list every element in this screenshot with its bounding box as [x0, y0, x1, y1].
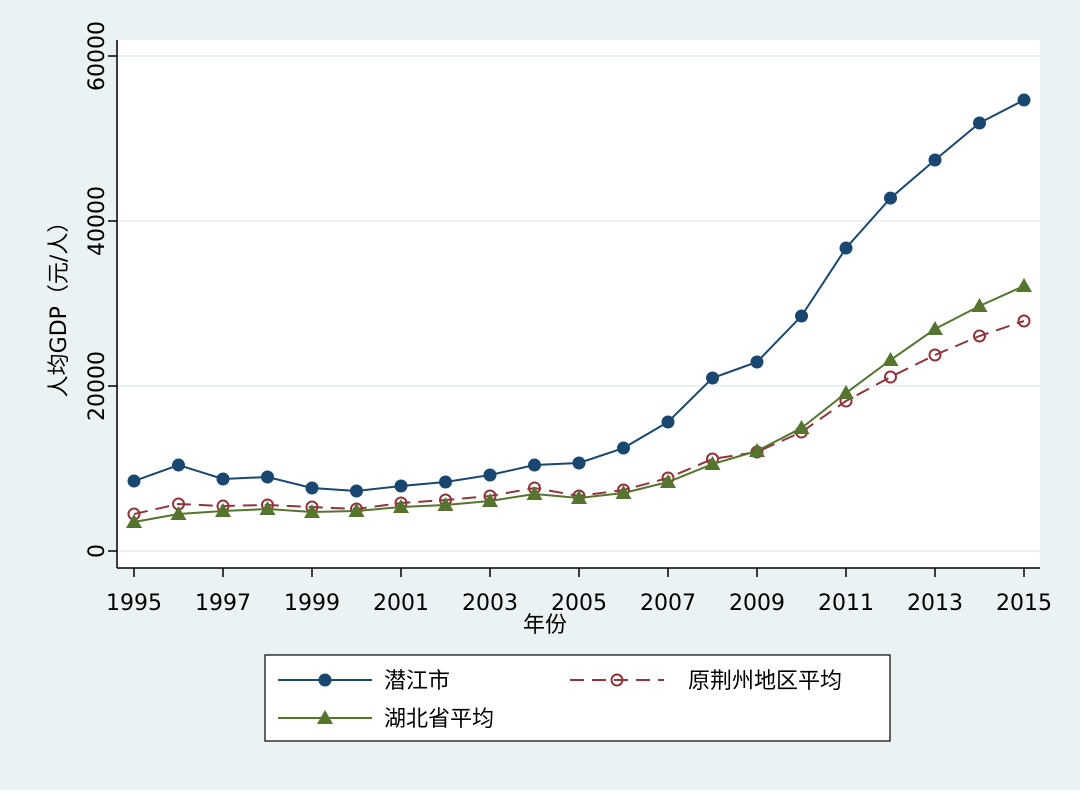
data-point: [572, 456, 586, 470]
data-point: [305, 481, 319, 495]
legend: 潜江市 原荆州地区平均 湖北省平均: [264, 654, 891, 742]
data-point: [170, 506, 187, 521]
legend-box: [264, 654, 891, 742]
gridlines: [117, 55, 1040, 552]
data-point: [838, 385, 854, 400]
data-point: [1017, 314, 1031, 328]
data-point: [973, 116, 986, 130]
data-point: [528, 458, 541, 472]
data-point: [882, 352, 899, 367]
data-point: [126, 514, 142, 529]
data-point: [884, 191, 897, 205]
legend-marker: [318, 673, 332, 687]
data-point: [928, 153, 942, 167]
series-group: [126, 93, 1032, 529]
legend-label-1: 原荆州地区平均: [688, 669, 842, 694]
x-ticks: 1995 1997 1999 2001 2003 2005 2007 2009 2011 2013…: [106, 568, 1052, 616]
y-tick-label: 20000: [85, 351, 110, 421]
y-ticks: 0 20000 40000 60000: [85, 21, 117, 558]
data-point: [393, 499, 409, 514]
data-point: [661, 415, 675, 429]
data-point: [706, 371, 719, 385]
legend-marker: [610, 673, 624, 687]
data-point: [660, 474, 676, 489]
data-point: [348, 502, 365, 517]
data-point: [973, 329, 986, 343]
legend-label-0: 潜江市: [384, 669, 450, 694]
data-point: [482, 493, 498, 508]
data-point: [172, 458, 185, 472]
data-point: [793, 419, 810, 434]
x-tick-label: 2005: [551, 591, 607, 616]
data-point: [749, 443, 765, 458]
legend-label-2: 湖北省平均: [384, 707, 494, 732]
data-point: [437, 496, 454, 511]
data-point: [526, 485, 543, 500]
data-point: [215, 502, 231, 517]
data-point: [927, 320, 943, 335]
data-point: [261, 470, 274, 484]
x-axis-label: 年份: [523, 613, 567, 638]
data-point: [928, 348, 942, 362]
data-point: [617, 441, 630, 455]
data-point: [439, 475, 452, 489]
data-point: [795, 309, 808, 323]
data-point: [615, 485, 632, 500]
x-tick-label: 1995: [106, 591, 162, 616]
data-point: [394, 479, 408, 493]
y-tick-label: 40000: [85, 186, 110, 256]
x-tick-label: 2007: [640, 591, 696, 616]
x-tick-label: 2001: [373, 591, 429, 616]
data-point: [839, 241, 853, 255]
x-tick-label: 2013: [907, 591, 963, 616]
series-0: [127, 93, 1031, 498]
y-axis-label: 人均GDP（元/人）: [47, 211, 72, 398]
series-2: [126, 278, 1032, 529]
data-point: [571, 490, 587, 505]
y-tick-label: 0: [85, 544, 110, 558]
data-point: [1016, 278, 1032, 293]
plot-area: [117, 40, 1040, 568]
data-point: [350, 484, 363, 498]
x-tick-label: 2009: [729, 591, 785, 616]
data-point: [971, 297, 988, 312]
x-tick-label: 1997: [195, 591, 251, 616]
data-point: [884, 370, 897, 384]
y-tick-label: 60000: [85, 21, 110, 91]
data-point: [304, 503, 320, 518]
data-point: [216, 472, 230, 486]
data-point: [1017, 93, 1031, 107]
legend-marker: [317, 710, 333, 724]
x-tick-label: 2015: [996, 591, 1052, 616]
data-point: [704, 456, 721, 471]
data-point: [127, 474, 141, 488]
data-point: [259, 501, 276, 516]
x-tick-label: 2011: [818, 591, 874, 616]
data-point: [483, 468, 497, 482]
x-tick-label: 2003: [462, 591, 518, 616]
data-point: [750, 355, 764, 369]
x-tick-label: 1999: [284, 591, 340, 616]
